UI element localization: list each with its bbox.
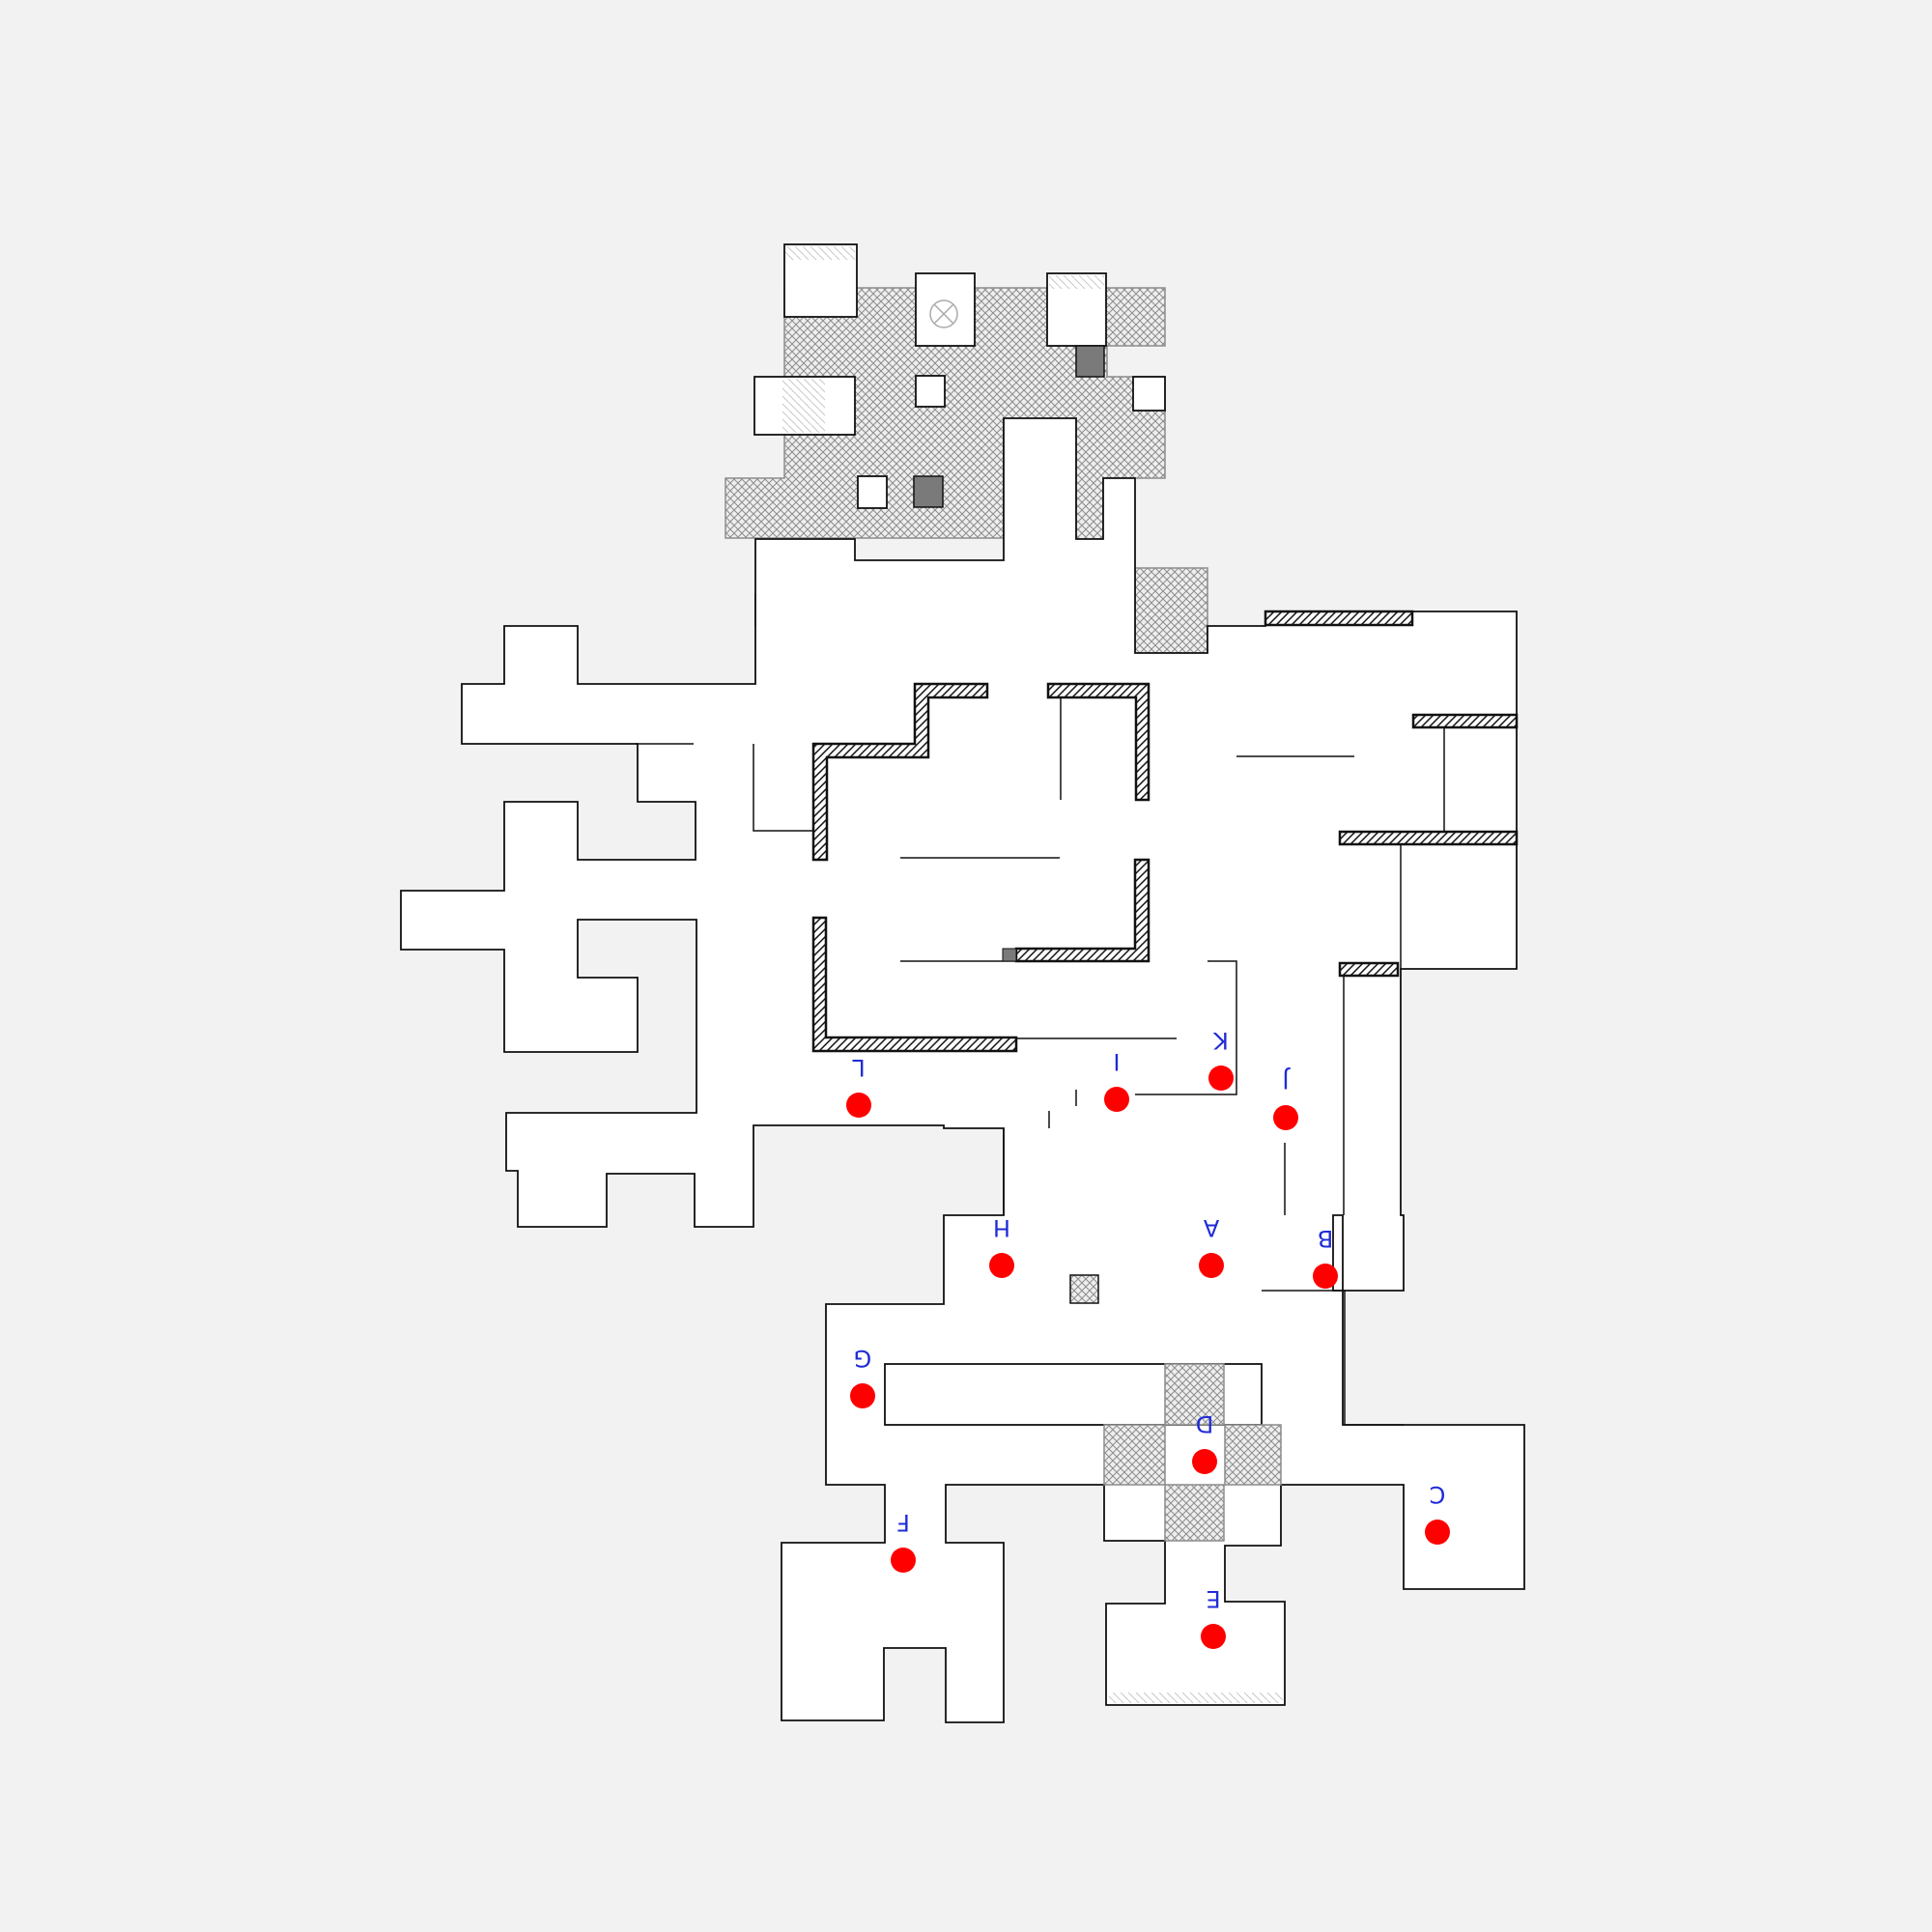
marker-label-e: E: [1206, 1585, 1220, 1612]
marker-dot-e: [1201, 1624, 1226, 1649]
marker-label-k: K: [1212, 1027, 1229, 1054]
marker-label-l: L: [852, 1054, 866, 1081]
pillar-small: [1003, 949, 1016, 961]
marker-dot-j: [1273, 1105, 1298, 1130]
marker-dot-a: [1199, 1253, 1224, 1278]
marker-dot-c: [1425, 1520, 1450, 1545]
marker-dot-g: [850, 1383, 875, 1408]
marker-dot-b: [1313, 1264, 1338, 1289]
marker-label-j: J: [1282, 1066, 1291, 1094]
marker-label-d: D: [1196, 1410, 1213, 1437]
marker-dot-f: [891, 1548, 916, 1573]
marker-label-f: F: [896, 1509, 910, 1536]
marker-dot-k: [1208, 1065, 1234, 1091]
marker-dot-h: [989, 1253, 1014, 1278]
marker-label-h: H: [993, 1214, 1010, 1241]
rubble-crate: [1070, 1275, 1098, 1303]
marker-dot-l: [846, 1093, 871, 1118]
marker-label-i: I: [1113, 1048, 1120, 1075]
marker-dot-d: [1192, 1449, 1217, 1474]
marker-dot-i: [1104, 1087, 1129, 1112]
marker-label-a: A: [1203, 1214, 1219, 1241]
marker-label-g: G: [854, 1345, 872, 1372]
marker-label-b: B: [1318, 1225, 1333, 1252]
marker-label-c: C: [1430, 1481, 1446, 1508]
